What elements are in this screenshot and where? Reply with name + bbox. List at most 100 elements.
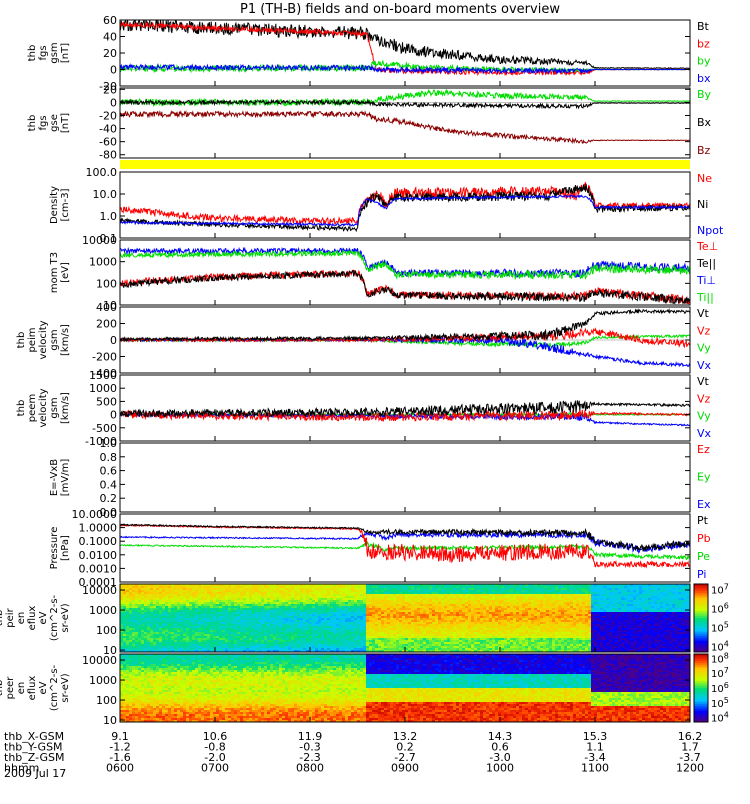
panel-bgsm-ytick-label: 40 <box>103 31 117 44</box>
panel-efield-ytick-label: 0.2 <box>100 492 118 505</box>
panel-bgsm-ytick-label: 0 <box>110 64 117 77</box>
panel-ve-ytick-label: 1000 <box>89 382 117 395</box>
panel-ve-ytick-label: 1500 <box>89 369 117 382</box>
panel-pressure-ytick-label: 0.0010 <box>79 562 118 575</box>
panel-density-series-ne <box>120 182 690 224</box>
panel-pressure-ytick-label: 0.0100 <box>79 549 118 562</box>
panel-temp-legend-te: Te|| <box>696 257 716 270</box>
panel-ve-ytick-label: 0 <box>110 409 117 422</box>
panel-bgsm-ylabel: [nT] <box>60 43 71 63</box>
panel-vi-ytick-label: -200 <box>92 351 117 364</box>
panel-pressure-series-pi <box>120 532 690 553</box>
panel-pressure-legend-pb: Pb <box>697 532 711 545</box>
panel-ve-legend-vz: Vz <box>697 392 711 405</box>
panel-bgse-legend-bx: Bx <box>697 116 712 129</box>
panel-ion_spec-cells <box>120 584 691 653</box>
panel-temp-series-te <box>120 270 690 304</box>
panel-temp-legend-ti: Ti⊥ <box>696 274 716 287</box>
panel-bgsm-legend-bt: Bt <box>697 20 710 33</box>
panel-ve-ytick-label: 500 <box>96 395 117 408</box>
panel-efield-frame <box>120 443 690 512</box>
panel-pressure-ylabel: [nPa] <box>60 535 71 561</box>
panel-vi-ylabel: [km/s] <box>60 324 71 356</box>
panel-bgse-legend-bz: Bz <box>697 144 711 157</box>
panel-vi-ylabel: thb <box>16 332 27 349</box>
panel-vi-legend-vx: Vx <box>697 359 712 372</box>
panel-ve-lines <box>120 400 690 425</box>
panel-ve-legend-vy: Vy <box>697 410 711 423</box>
panel-bgse-ylabel: fgs <box>38 115 49 130</box>
panel-ve-ylabel: [km/s] <box>60 392 71 424</box>
panel-vi-ylabel: velocity <box>38 320 49 359</box>
panel-vi-legend-vt: Vt <box>697 307 710 320</box>
panel-efield-legend-ez: Ez <box>697 443 710 456</box>
panel-density-ytick-label: 100.0 <box>86 166 118 179</box>
panel-pressure-legend-pt: Pt <box>697 514 709 527</box>
panel-pressure-ylabel: Pressure <box>49 527 60 570</box>
panel-temp-ylabel: mom T3 <box>49 252 60 293</box>
panel-bgsm-legend-by: by <box>697 55 711 68</box>
panel-vi-series-vt <box>120 310 690 341</box>
panel-bgse-ytick-label: 0 <box>110 96 117 109</box>
panel-vi-ylabel: gsm <box>49 329 60 350</box>
panel-pressure-lines <box>120 524 690 567</box>
panel-density-frame <box>120 172 690 238</box>
panel-bgse-legend-by: By <box>697 88 712 101</box>
panel-bgse-ylabel: [nT] <box>60 113 71 133</box>
panel-bgsm-ytick-label: 20 <box>103 47 117 60</box>
panel-efield-legend-ey: Ey <box>697 471 711 484</box>
panel-bgsm-ylabel: gsm <box>49 42 60 63</box>
panel-pressure-ytick-label: 0.1000 <box>79 535 118 548</box>
panel-density-ylabel: Density <box>49 186 60 224</box>
panel-density-ytick-label: 10.0 <box>93 188 118 201</box>
panel-efield-legend-ex: Ex <box>697 498 711 511</box>
panel-pressure-ytick-label: 10.0000 <box>72 508 118 521</box>
panel-temp-ytick-label: 100 <box>96 277 117 290</box>
panel-vi-ytick-label: 400 <box>96 301 117 314</box>
panel-pressure: 10.00001.00000.10000.01000.00100.0001Pre… <box>49 508 711 589</box>
panel-vi-ytick-label: 200 <box>96 318 117 331</box>
panel-efield-ytick-label: 0.4 <box>100 478 118 491</box>
panel-temp-ytick-label: 1000 <box>89 256 117 269</box>
panel-bgse-ytick-label: -60 <box>99 136 117 149</box>
panel-density-legend-npot: Npot <box>697 224 724 237</box>
panel-bgse-ylabel: thb <box>27 115 38 132</box>
panel-bgse-series-bz <box>120 112 690 144</box>
panel-density-legend-ne: Ne <box>697 172 712 185</box>
panel-bgse-ylabel: gse <box>49 114 60 132</box>
panel-temp-lines <box>120 248 690 304</box>
panel-bgsm-legend-bx: bx <box>697 72 711 85</box>
panel-bgse-ytick-label: -80 <box>99 149 117 162</box>
panel-bgsm-legend-bz: bz <box>697 37 710 50</box>
plot-title: P1 (TH-B) fields and on-board moments ov… <box>240 2 560 17</box>
panel-efield-ylabel: E=-VxB <box>49 459 60 496</box>
panel-temp-legend-ti: Ti|| <box>696 291 714 304</box>
panel-pressure-legend-pe: Pe <box>697 550 710 563</box>
panel-ve-ylabel: thb <box>16 400 27 417</box>
panel-bgsm-ylabel: thb <box>27 45 38 62</box>
panel-bgse-ytick-label: -20 <box>99 109 117 122</box>
panel-ve-ylabel: peem <box>27 394 38 422</box>
panel-bgsm-ytick-label: 60 <box>103 14 117 27</box>
panel-temp-ylabel: [eV] <box>60 262 71 283</box>
panel-pressure-legend-pi: Pi <box>697 568 706 581</box>
panel-bgsm-series-bt <box>120 20 690 69</box>
panel-temp-legend-te: Te⊥ <box>696 240 718 253</box>
panel-pressure-ytick-label: 1.0000 <box>79 522 118 535</box>
panel-bgsm-lines <box>120 20 690 75</box>
panel-ve-ytick-label: -500 <box>92 422 117 435</box>
panel-vi-legend-vy: Vy <box>697 342 711 355</box>
panel-temp-ytick-label: 10000 <box>82 234 117 247</box>
panel-ve-ylabel: gsm <box>49 397 60 418</box>
panel-vi-lines <box>120 310 690 367</box>
panel-density-lines <box>120 182 690 231</box>
panel-bgse-lines <box>120 90 690 143</box>
